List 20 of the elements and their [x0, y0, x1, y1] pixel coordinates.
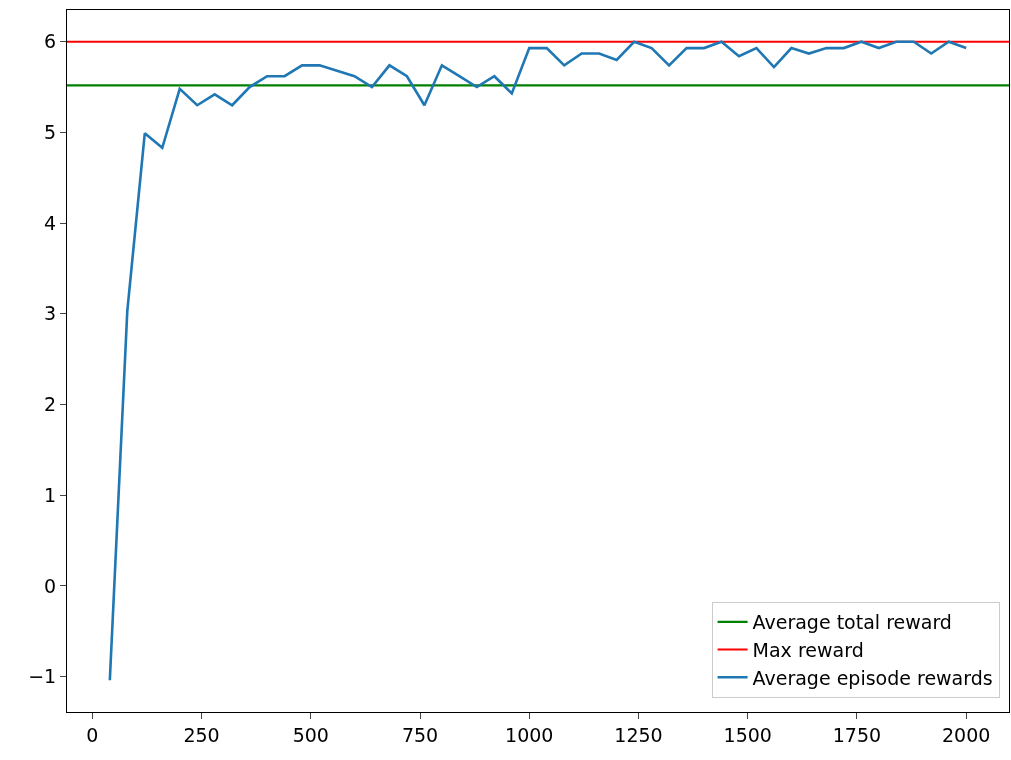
y-tick-label: 0	[44, 574, 57, 597]
y-tick-label: 3	[44, 302, 57, 325]
y-tick-label: 5	[44, 121, 57, 144]
x-tick-label: 2000	[942, 723, 991, 746]
x-tick-label: 1250	[614, 723, 663, 746]
y-tick-label: −1	[28, 665, 57, 688]
y-tick-label: 1	[44, 483, 57, 506]
x-tick-label: 1000	[505, 723, 554, 746]
legend-label: Average episode rewards	[752, 666, 993, 689]
x-tick-label: 250	[183, 723, 220, 746]
y-tick-label: 6	[44, 30, 57, 53]
y-tick-label: 4	[44, 211, 57, 234]
legend-label: Average total reward	[752, 611, 952, 634]
x-tick-label: 500	[292, 723, 329, 746]
x-tick-label: 1750	[832, 723, 882, 746]
x-tick-label: 1500	[723, 723, 772, 746]
y-tick-label: 2	[44, 393, 57, 416]
x-tick-label: 750	[401, 723, 439, 746]
legend-label: Max reward	[752, 638, 864, 661]
x-tick-label: 0	[86, 723, 99, 746]
